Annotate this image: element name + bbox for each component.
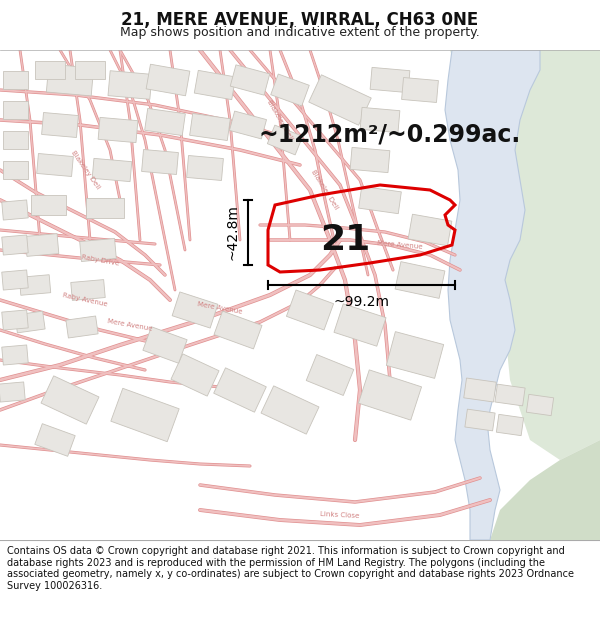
- Bar: [146, 64, 190, 96]
- Bar: [401, 78, 439, 102]
- Text: Mere Avenue: Mere Avenue: [197, 301, 243, 315]
- Bar: [286, 290, 334, 330]
- Bar: [25, 234, 59, 256]
- Bar: [171, 354, 219, 396]
- Bar: [271, 74, 309, 106]
- Bar: [41, 376, 99, 424]
- Bar: [495, 384, 525, 406]
- Bar: [214, 311, 262, 349]
- Bar: [80, 239, 116, 261]
- Bar: [2, 310, 28, 330]
- Bar: [41, 112, 79, 138]
- Bar: [31, 195, 65, 215]
- Bar: [2, 71, 28, 89]
- Bar: [190, 114, 230, 141]
- Bar: [2, 270, 28, 290]
- Bar: [111, 388, 179, 442]
- Bar: [370, 68, 410, 92]
- Bar: [194, 71, 236, 99]
- Bar: [2, 345, 28, 365]
- Text: Map shows position and indicative extent of the property.: Map shows position and indicative extent…: [120, 26, 480, 39]
- Bar: [19, 275, 51, 295]
- Bar: [309, 75, 371, 125]
- Bar: [334, 304, 386, 346]
- Polygon shape: [445, 50, 540, 540]
- Text: Mere Avenue: Mere Avenue: [377, 240, 423, 250]
- Bar: [15, 311, 45, 333]
- Bar: [86, 198, 124, 218]
- Bar: [229, 111, 266, 139]
- Bar: [214, 368, 266, 413]
- Text: Raby Drive: Raby Drive: [81, 254, 119, 266]
- Bar: [359, 186, 401, 214]
- Bar: [71, 279, 105, 301]
- Bar: [108, 71, 152, 99]
- Bar: [358, 370, 422, 420]
- Bar: [2, 200, 28, 220]
- Bar: [92, 158, 132, 182]
- Text: 21, MERE AVENUE, WIRRAL, CH63 0NE: 21, MERE AVENUE, WIRRAL, CH63 0NE: [121, 11, 479, 29]
- Bar: [2, 235, 28, 255]
- Bar: [2, 161, 28, 179]
- Text: ~99.2m: ~99.2m: [334, 295, 389, 309]
- Text: Links Close: Links Close: [320, 511, 360, 519]
- Bar: [98, 118, 138, 142]
- Bar: [142, 149, 178, 174]
- Bar: [350, 148, 390, 173]
- Text: Blakeley Dell: Blakeley Dell: [70, 150, 100, 190]
- Bar: [66, 316, 98, 338]
- Text: Blakeley Dell: Blakeley Dell: [310, 169, 340, 211]
- Text: 21: 21: [320, 223, 370, 257]
- Bar: [465, 409, 495, 431]
- Bar: [496, 414, 524, 436]
- Bar: [464, 378, 496, 402]
- Bar: [145, 109, 185, 136]
- Bar: [360, 107, 400, 132]
- Bar: [2, 101, 28, 119]
- Bar: [230, 65, 270, 95]
- Text: Blakeley Dell: Blakeley Dell: [266, 99, 294, 141]
- Bar: [46, 64, 94, 96]
- Polygon shape: [490, 440, 600, 540]
- Bar: [395, 262, 445, 298]
- Bar: [306, 354, 354, 396]
- Text: Raby Avenue: Raby Avenue: [62, 292, 108, 308]
- Bar: [526, 394, 554, 416]
- Bar: [386, 332, 443, 378]
- Text: ~1212m²/~0.299ac.: ~1212m²/~0.299ac.: [259, 123, 521, 147]
- Bar: [35, 424, 75, 456]
- Polygon shape: [400, 50, 600, 460]
- Bar: [187, 156, 223, 181]
- Bar: [0, 382, 25, 402]
- Bar: [2, 131, 28, 149]
- Text: Contains OS data © Crown copyright and database right 2021. This information is : Contains OS data © Crown copyright and d…: [7, 546, 574, 591]
- Bar: [143, 327, 187, 363]
- Text: Mere Avenue: Mere Avenue: [107, 318, 153, 332]
- Bar: [408, 214, 452, 246]
- Bar: [75, 61, 105, 79]
- Bar: [172, 292, 218, 328]
- Bar: [261, 386, 319, 434]
- Bar: [35, 61, 65, 79]
- Text: ~42.8m: ~42.8m: [226, 204, 240, 261]
- Bar: [37, 154, 73, 176]
- Bar: [268, 125, 302, 155]
